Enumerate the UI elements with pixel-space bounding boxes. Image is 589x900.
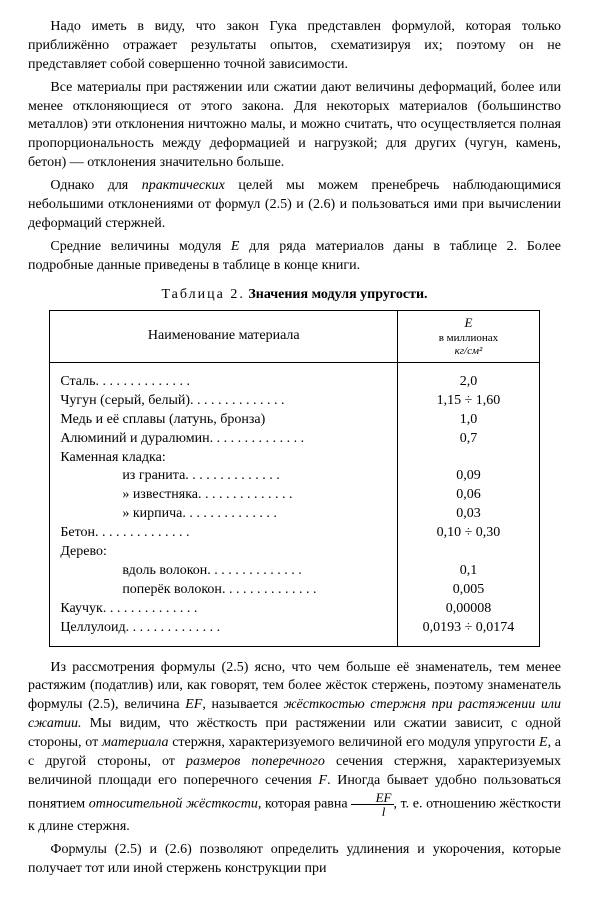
symbol-E: E bbox=[539, 735, 548, 750]
table-row: Чугун (серый, белый) . . . . . . . . . .… bbox=[50, 392, 539, 411]
text-run: стержня, характеризуемого величиной его … bbox=[168, 735, 539, 750]
text-run-italic: практических bbox=[142, 178, 225, 193]
material-name-cell: Медь и её сплавы (латунь, бронза) bbox=[50, 411, 398, 430]
material-label: Каучук bbox=[60, 601, 103, 616]
table-row: » известняка . . . . . . . . . . . . . .… bbox=[50, 486, 539, 505]
material-name-cell: » известняка . . . . . . . . . . . . . . bbox=[50, 486, 398, 505]
modulus-value-cell: 0,06 bbox=[398, 486, 539, 505]
material-name-cell: Каменная кладка: bbox=[50, 449, 398, 468]
modulus-value-cell: 0,09 bbox=[398, 467, 539, 486]
material-label: Медь и её сплавы (латунь, бронза) bbox=[60, 412, 265, 427]
modulus-value-cell: 1,0 bbox=[398, 411, 539, 430]
modulus-value-cell: 0,00008 bbox=[398, 600, 539, 619]
text-run: Однако для bbox=[50, 178, 141, 193]
material-label: поперёк волокон bbox=[122, 582, 222, 597]
leader-dots: . . . . . . . . . . . . . . bbox=[198, 486, 293, 505]
material-label: » известняка bbox=[122, 487, 198, 502]
leader-dots: . . . . . . . . . . . . . . bbox=[185, 467, 280, 486]
material-name-cell: Целлулоид . . . . . . . . . . . . . . bbox=[50, 619, 398, 646]
table-header-row: Наименование материала E в миллионах кг/… bbox=[50, 311, 539, 363]
body-paragraph: Формулы (2.5) и (2.6) позволяют определи… bbox=[28, 841, 561, 879]
text-run-italic: размеров поперечного bbox=[186, 754, 325, 769]
table-row: из гранита . . . . . . . . . . . . . . 0… bbox=[50, 467, 539, 486]
symbol-EF: EF bbox=[185, 697, 202, 712]
fraction-denominator: l bbox=[351, 805, 393, 818]
modulus-value-cell: 0,1 bbox=[398, 562, 539, 581]
table-row: » кирпича . . . . . . . . . . . . . . 0,… bbox=[50, 505, 539, 524]
material-label: вдоль волокон bbox=[122, 563, 207, 578]
leader-dots: . . . . . . . . . . . . . . bbox=[190, 392, 285, 411]
text-run-italic: материала bbox=[102, 735, 169, 750]
text-run: , которая равна bbox=[258, 796, 351, 811]
symbol-F: F bbox=[319, 773, 328, 788]
table-caption-label: Таблица 2. bbox=[161, 287, 244, 302]
modulus-value-cell: 0,10 ÷ 0,30 bbox=[398, 524, 539, 543]
leader-dots: . . . . . . . . . . . . . . bbox=[207, 562, 302, 581]
material-name-cell: Сталь . . . . . . . . . . . . . . bbox=[50, 363, 398, 392]
text-run: , называется bbox=[202, 697, 283, 712]
table-row: вдоль волокон . . . . . . . . . . . . . … bbox=[50, 562, 539, 581]
leader-dots: . . . . . . . . . . . . . . bbox=[182, 505, 277, 524]
table-caption-title: Значения модуля упругости. bbox=[248, 287, 427, 302]
modulus-value-cell: 0,7 bbox=[398, 430, 539, 449]
material-name-cell: Чугун (серый, белый) . . . . . . . . . .… bbox=[50, 392, 398, 411]
material-label: Чугун (серый, белый) bbox=[60, 393, 190, 408]
modulus-value-cell bbox=[398, 543, 539, 562]
symbol-E: E bbox=[464, 315, 472, 330]
table-row: Дерево: bbox=[50, 543, 539, 562]
body-paragraph: Однако для практических целей мы можем п… bbox=[28, 177, 561, 234]
leader-dots: . . . . . . . . . . . . . . bbox=[95, 373, 190, 392]
material-name-cell: Дерево: bbox=[50, 543, 398, 562]
table-header-E-unit: кг/см² bbox=[455, 345, 483, 357]
material-label: из гранита bbox=[122, 468, 185, 483]
material-name-cell: поперёк волокон . . . . . . . . . . . . … bbox=[50, 581, 398, 600]
fraction-numerator: EF bbox=[351, 791, 393, 805]
material-label: Алюминий и дуралюмин bbox=[60, 431, 209, 446]
material-label: Целлулоид bbox=[60, 620, 125, 635]
table-body: Сталь . . . . . . . . . . . . . . 2,0Чуг… bbox=[50, 363, 539, 646]
table-row: Каменная кладка: bbox=[50, 449, 539, 468]
body-paragraph: Все материалы при растяжении или сжатии … bbox=[28, 79, 561, 173]
table-row: Каучук . . . . . . . . . . . . . . 0,000… bbox=[50, 600, 539, 619]
table-row: Бетон . . . . . . . . . . . . . . 0,10 ÷… bbox=[50, 524, 539, 543]
material-name-cell: Алюминий и дуралюмин . . . . . . . . . .… bbox=[50, 430, 398, 449]
elastic-modulus-table: Наименование материала E в миллионах кг/… bbox=[49, 310, 539, 646]
modulus-value-cell: 0,005 bbox=[398, 581, 539, 600]
modulus-value-cell: 2,0 bbox=[398, 363, 539, 392]
modulus-value-cell: 0,0193 ÷ 0,0174 bbox=[398, 619, 539, 646]
text-run-italic: относительной жёсткости bbox=[89, 796, 258, 811]
modulus-value-cell bbox=[398, 449, 539, 468]
table-row: Алюминий и дуралюмин . . . . . . . . . .… bbox=[50, 430, 539, 449]
material-label: » кирпича bbox=[122, 506, 182, 521]
leader-dots: . . . . . . . . . . . . . . bbox=[222, 581, 317, 600]
material-name-cell: Бетон . . . . . . . . . . . . . . bbox=[50, 524, 398, 543]
body-paragraph: Из рассмотрения формулы (2.5) ясно, что … bbox=[28, 659, 561, 837]
leader-dots: . . . . . . . . . . . . . . bbox=[95, 524, 190, 543]
material-name-cell: вдоль волокон . . . . . . . . . . . . . … bbox=[50, 562, 398, 581]
leader-dots: . . . . . . . . . . . . . . bbox=[103, 600, 198, 619]
material-label: Дерево: bbox=[60, 544, 107, 559]
table-row: Сталь . . . . . . . . . . . . . . 2,0 bbox=[50, 363, 539, 392]
table-header-E: E в миллионах кг/см² bbox=[398, 311, 539, 363]
modulus-value-cell: 0,03 bbox=[398, 505, 539, 524]
fraction-EF-over-l: EFl bbox=[351, 791, 393, 818]
body-paragraph: Надо иметь в виду, что закон Гука предст… bbox=[28, 18, 561, 75]
table-row: Целлулоид . . . . . . . . . . . . . . 0,… bbox=[50, 619, 539, 646]
leader-dots: . . . . . . . . . . . . . . bbox=[126, 619, 221, 638]
material-label: Бетон bbox=[60, 525, 95, 540]
material-name-cell: Каучук . . . . . . . . . . . . . . bbox=[50, 600, 398, 619]
material-name-cell: » кирпича . . . . . . . . . . . . . . bbox=[50, 505, 398, 524]
table-caption: Таблица 2. Значения модуля упругости. bbox=[28, 286, 561, 305]
body-paragraph: Средние величины модуля E для ряда матер… bbox=[28, 238, 561, 276]
material-label: Каменная кладка: bbox=[60, 450, 165, 465]
leader-dots: . . . . . . . . . . . . . . bbox=[210, 430, 305, 449]
modulus-value-cell: 1,15 ÷ 1,60 bbox=[398, 392, 539, 411]
table-row: Медь и её сплавы (латунь, бронза) 1,0 bbox=[50, 411, 539, 430]
text-run: Средние величины модуля bbox=[50, 239, 231, 254]
table-header-E-sub: в миллионах bbox=[439, 332, 498, 344]
table-header-name: Наименование материала bbox=[50, 311, 398, 363]
material-name-cell: из гранита . . . . . . . . . . . . . . bbox=[50, 467, 398, 486]
table-row: поперёк волокон . . . . . . . . . . . . … bbox=[50, 581, 539, 600]
material-label: Сталь bbox=[60, 374, 95, 389]
